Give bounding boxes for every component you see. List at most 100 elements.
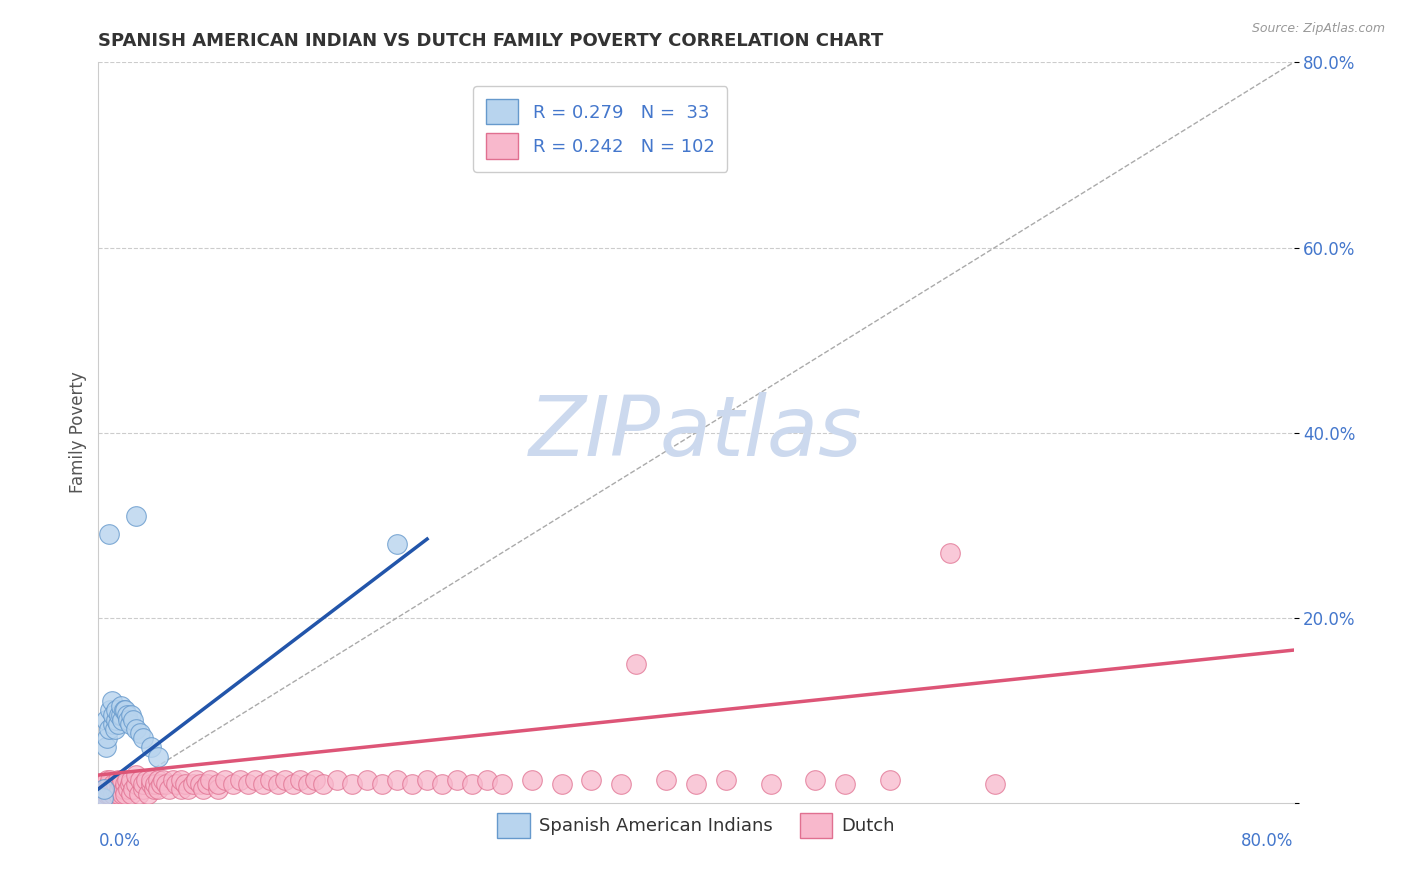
- Point: [148, 749, 170, 764]
- Point: [114, 787, 136, 801]
- Point: [550, 777, 572, 791]
- Point: [939, 546, 962, 560]
- Point: [297, 777, 319, 791]
- Point: [475, 772, 498, 787]
- Point: [98, 703, 122, 717]
- Point: [132, 781, 155, 796]
- Point: [267, 777, 290, 791]
- Point: [139, 777, 162, 791]
- Text: 80.0%: 80.0%: [1241, 832, 1294, 850]
- Point: [157, 781, 180, 796]
- Point: [714, 772, 737, 787]
- Point: [759, 777, 782, 791]
- Legend: Spanish American Indians, Dutch: Spanish American Indians, Dutch: [491, 805, 901, 846]
- Point: [655, 772, 678, 787]
- Point: [120, 707, 142, 722]
- Point: [207, 781, 229, 796]
- Point: [148, 781, 170, 796]
- Point: [103, 717, 125, 731]
- Point: [148, 772, 170, 787]
- Point: [177, 781, 200, 796]
- Point: [191, 781, 214, 796]
- Point: [610, 777, 633, 791]
- Text: SPANISH AMERICAN INDIAN VS DUTCH FAMILY POVERTY CORRELATION CHART: SPANISH AMERICAN INDIAN VS DUTCH FAMILY …: [98, 32, 883, 50]
- Point: [93, 781, 115, 796]
- Point: [132, 731, 155, 745]
- Point: [139, 740, 162, 755]
- Point: [97, 787, 120, 801]
- Point: [128, 787, 150, 801]
- Point: [181, 777, 204, 791]
- Point: [236, 777, 259, 791]
- Point: [200, 772, 222, 787]
- Point: [97, 527, 120, 541]
- Point: [93, 777, 115, 791]
- Point: [222, 777, 245, 791]
- Point: [430, 777, 453, 791]
- Point: [281, 777, 304, 791]
- Point: [115, 707, 138, 722]
- Point: [103, 777, 125, 791]
- Text: Source: ZipAtlas.com: Source: ZipAtlas.com: [1251, 22, 1385, 36]
- Point: [101, 694, 124, 708]
- Point: [91, 787, 114, 801]
- Point: [229, 772, 252, 787]
- Point: [129, 726, 152, 740]
- Point: [125, 508, 148, 523]
- Point: [385, 772, 409, 787]
- Text: 0.0%: 0.0%: [98, 832, 141, 850]
- Point: [326, 772, 349, 787]
- Text: ZIPatlas: ZIPatlas: [529, 392, 863, 473]
- Point: [245, 772, 267, 787]
- Point: [274, 772, 297, 787]
- Point: [105, 703, 128, 717]
- Point: [135, 772, 157, 787]
- Point: [214, 772, 236, 787]
- Point: [136, 787, 159, 801]
- Point: [104, 781, 127, 796]
- Point: [581, 772, 603, 787]
- Point: [259, 772, 281, 787]
- Point: [165, 777, 187, 791]
- Point: [111, 772, 134, 787]
- Point: [121, 781, 143, 796]
- Point: [110, 707, 132, 722]
- Point: [115, 772, 138, 787]
- Point: [94, 740, 117, 755]
- Point: [94, 781, 117, 796]
- Point: [142, 781, 165, 796]
- Point: [112, 703, 135, 717]
- Point: [101, 781, 124, 796]
- Point: [121, 713, 143, 727]
- Point: [105, 777, 128, 791]
- Point: [118, 717, 141, 731]
- Point: [132, 777, 155, 791]
- Point: [188, 777, 211, 791]
- Y-axis label: Family Poverty: Family Poverty: [69, 372, 87, 493]
- Point: [139, 772, 162, 787]
- Point: [96, 731, 118, 745]
- Point: [111, 787, 134, 801]
- Point: [125, 777, 148, 791]
- Point: [685, 777, 707, 791]
- Point: [371, 777, 394, 791]
- Point: [108, 707, 131, 722]
- Point: [984, 777, 1007, 791]
- Point: [94, 713, 117, 727]
- Point: [401, 777, 423, 791]
- Point: [520, 772, 543, 787]
- Point: [150, 777, 173, 791]
- Point: [304, 772, 326, 787]
- Point: [252, 777, 274, 791]
- Point: [97, 777, 120, 791]
- Point: [108, 781, 131, 796]
- Point: [114, 777, 136, 791]
- Point: [125, 722, 148, 736]
- Point: [97, 722, 120, 736]
- Point: [114, 703, 136, 717]
- Point: [118, 777, 141, 791]
- Point: [155, 777, 177, 791]
- Point: [174, 777, 197, 791]
- Point: [105, 713, 128, 727]
- Point: [104, 722, 127, 736]
